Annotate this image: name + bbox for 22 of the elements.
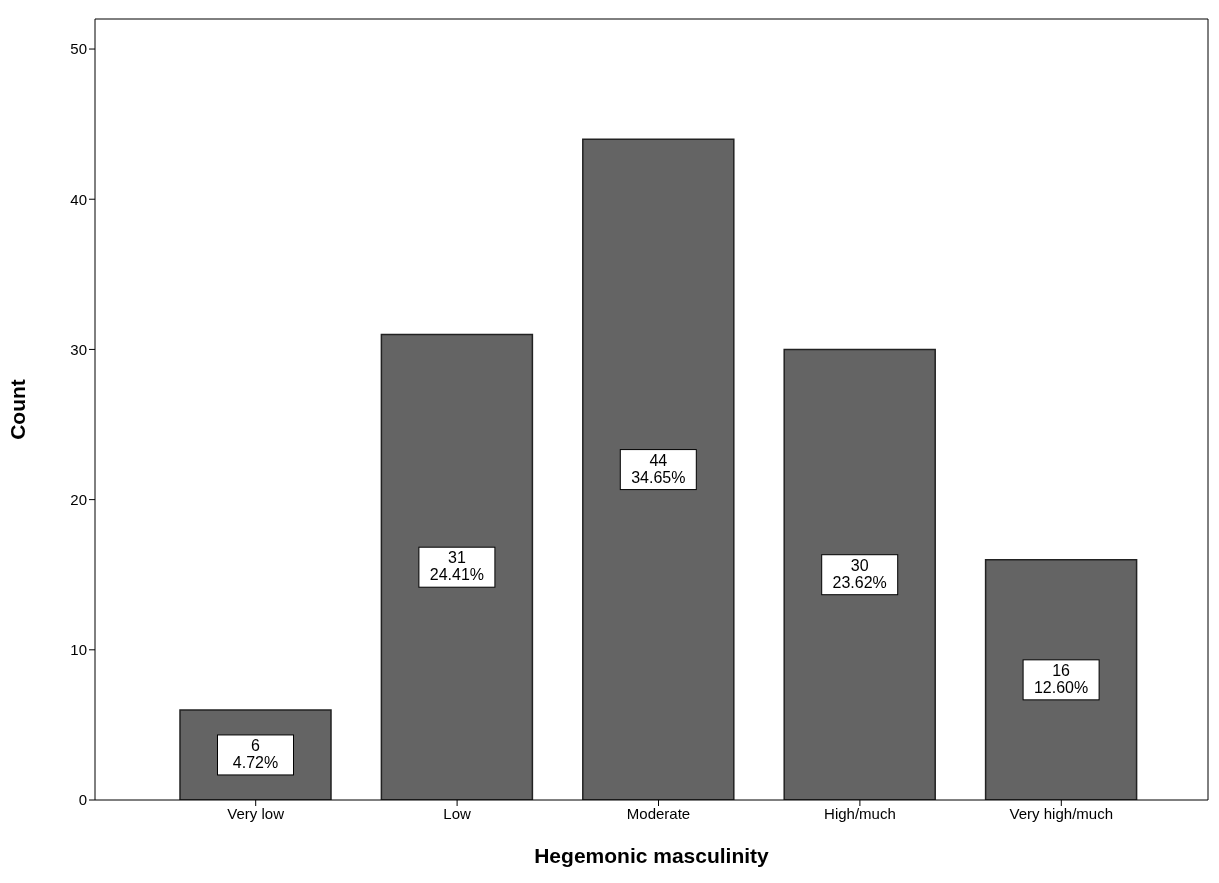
data-label: 30 23.62% [832, 556, 887, 591]
data-label: 16 12.60% [1033, 661, 1089, 696]
y-tick-label: 30 [70, 340, 87, 358]
bar [984, 558, 1138, 800]
bar [582, 138, 735, 800]
bar [380, 333, 534, 800]
y-tick-label: 40 [70, 190, 87, 208]
data-label: 44 34.65% [631, 451, 686, 486]
x-tick-label: High/much [824, 804, 896, 822]
bar [783, 348, 936, 800]
y-tick-label: 10 [70, 641, 87, 659]
y-tick-label: 0 [78, 791, 87, 809]
x-tick-label: Moderate [626, 804, 691, 822]
data-label: 6 4.72% [232, 736, 279, 771]
x-tick-label: Very low [227, 804, 285, 822]
x-tick-label: Low [443, 804, 472, 822]
data-label: 31 24.41% [429, 549, 485, 584]
y-tick-label: 50 [70, 40, 87, 58]
x-axis-title: Hegemonic masculinity [534, 844, 770, 867]
y-axis-title: Count [6, 379, 30, 440]
y-tick-label: 20 [70, 490, 87, 508]
x-tick-label: Very high/much [1009, 804, 1113, 822]
